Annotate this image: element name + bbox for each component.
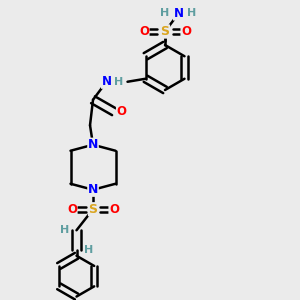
Text: N: N <box>173 7 184 20</box>
Text: N: N <box>88 183 98 196</box>
Text: H: H <box>188 8 196 19</box>
Text: S: S <box>88 203 98 216</box>
Text: O: O <box>181 25 191 38</box>
Text: O: O <box>139 25 149 38</box>
Text: N: N <box>101 75 112 88</box>
Text: O: O <box>116 105 127 118</box>
Text: H: H <box>84 245 93 255</box>
Text: H: H <box>160 8 169 19</box>
Text: H: H <box>114 77 123 87</box>
Text: H: H <box>60 225 69 235</box>
Text: S: S <box>160 25 169 38</box>
Text: N: N <box>88 138 98 151</box>
Text: O: O <box>67 203 77 216</box>
Text: O: O <box>109 203 119 216</box>
